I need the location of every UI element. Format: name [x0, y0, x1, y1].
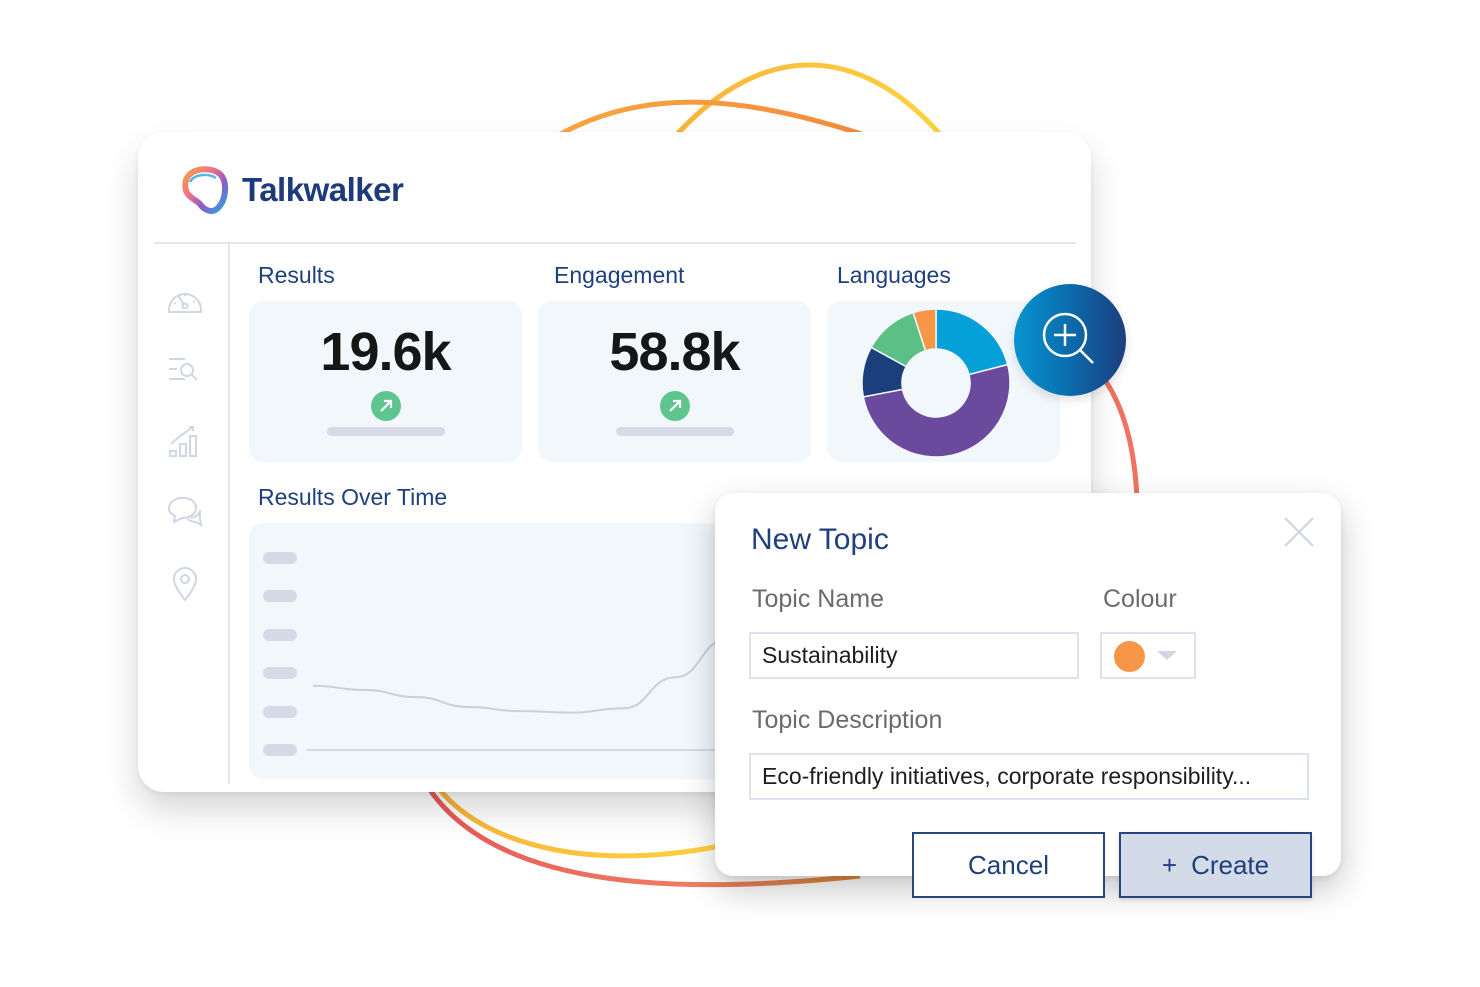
cancel-label: Cancel: [968, 849, 1049, 880]
languages-title: Languages: [837, 262, 951, 288]
trend-up-icon: [370, 391, 401, 421]
plus-icon: +: [1161, 849, 1178, 880]
languages-card[interactable]: [827, 301, 1060, 462]
results-card[interactable]: 19.6k: [249, 301, 522, 462]
colour-dropdown[interactable]: [1100, 632, 1196, 679]
engagement-placeholder-bar: [615, 427, 734, 436]
bar-chart-trend-icon[interactable]: [165, 422, 205, 462]
map-pin-icon[interactable]: [165, 564, 205, 604]
trend-up-icon: [659, 391, 690, 421]
sidebar-divider: [228, 244, 230, 784]
y-axis-tick: [263, 629, 297, 641]
engagement-value: 58.8k: [609, 322, 740, 382]
create-button[interactable]: + Create: [1119, 832, 1312, 898]
y-axis-tick: [263, 744, 297, 756]
gauge-icon[interactable]: [165, 280, 205, 320]
search-list-icon[interactable]: [165, 351, 205, 391]
y-axis-tick: [263, 667, 297, 679]
close-icon[interactable]: [1282, 515, 1316, 549]
dashboard-window: Talkwalker Results 19.6k: [138, 132, 1091, 792]
y-axis-tick: [263, 590, 297, 602]
donut-slice: [912, 308, 937, 352]
header-divider: [154, 242, 1076, 244]
y-axis-tick: [263, 706, 297, 718]
brand-name: Talkwalker: [242, 171, 404, 208]
chat-bubbles-icon[interactable]: [165, 493, 205, 533]
cancel-button[interactable]: Cancel: [912, 832, 1105, 898]
chevron-down-icon: [1157, 651, 1177, 660]
topic-name-label: Topic Name: [752, 585, 884, 613]
topic-description-input[interactable]: [749, 753, 1309, 800]
engagement-card[interactable]: 58.8k: [538, 301, 811, 462]
topic-name-input[interactable]: [749, 632, 1079, 679]
new-topic-dialog: New Topic Topic Name Colour Topic Descri…: [715, 493, 1341, 876]
colour-label: Colour: [1103, 585, 1177, 613]
donut-slice: [862, 363, 1011, 458]
zoom-in-button[interactable]: [1014, 284, 1126, 396]
brand: Talkwalker: [176, 162, 404, 218]
engagement-title: Engagement: [554, 262, 685, 288]
results-placeholder-bar: [326, 427, 445, 436]
dialog-title: New Topic: [751, 523, 889, 556]
y-axis-tick: [263, 552, 297, 564]
results-title: Results: [258, 262, 335, 288]
results-value: 19.6k: [320, 322, 451, 382]
colour-swatch: [1114, 641, 1145, 672]
sidebar: [160, 280, 210, 635]
talkwalker-logo-icon: [182, 166, 228, 214]
donut-slice: [935, 308, 1009, 376]
results-over-time-title: Results Over Time: [258, 484, 448, 510]
languages-donut-chart: [861, 308, 1011, 458]
topic-description-label: Topic Description: [752, 706, 943, 734]
create-label: Create: [1191, 849, 1270, 880]
zoom-in-icon: [1042, 312, 1094, 364]
